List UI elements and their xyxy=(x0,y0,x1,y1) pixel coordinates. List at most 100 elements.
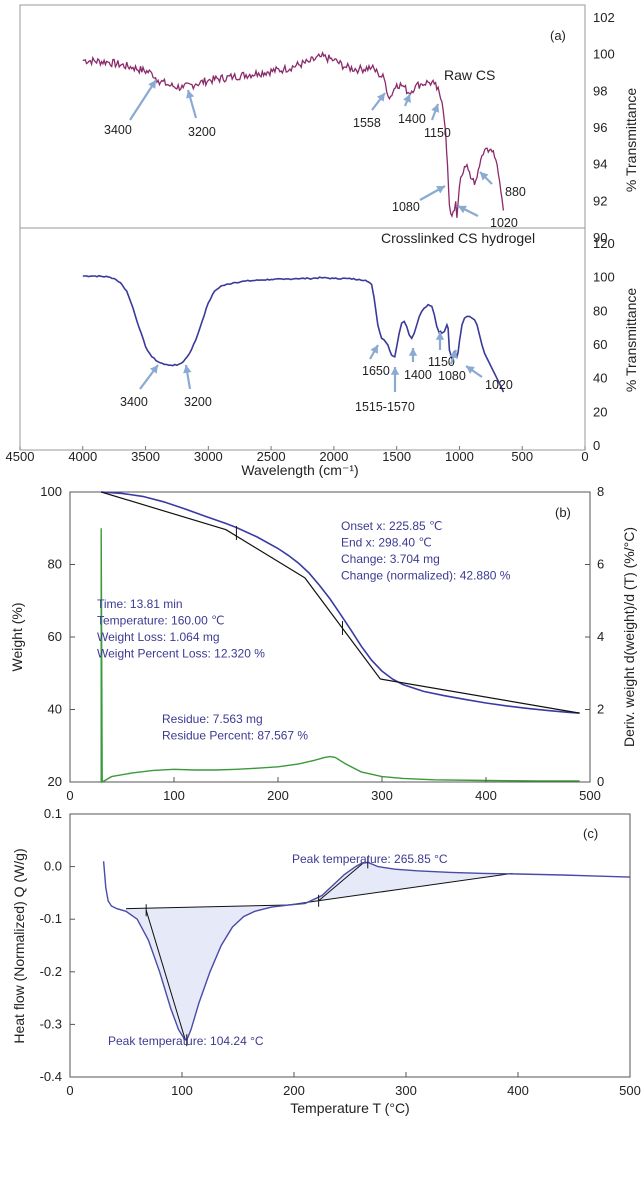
crosslinked-y-tick-0: 0 xyxy=(593,438,600,453)
raw-cs-y-tick-6: 102 xyxy=(593,10,615,25)
panel-b-y-tick-1: 40 xyxy=(48,702,62,717)
panel-a-x-tick-2: 3500 xyxy=(131,449,160,464)
tga-annotation-0-line-1: Temperature: 160.00 ℃ xyxy=(97,614,225,628)
raw-cs-plot: 90 92 94 96 98 100 102 xyxy=(82,10,615,245)
raw-cs-y-tick-5: 100 xyxy=(593,47,615,62)
panel-c-ticks: 0 100 200 300 400 500 -0.4 -0.3 -0.2 -0.1 0.0 0.1 xyxy=(40,806,641,1098)
crosslinked-line xyxy=(82,274,505,393)
peak-label-7: 1020 xyxy=(490,216,518,230)
peak-label-5: 1080 xyxy=(392,200,420,214)
weight-line xyxy=(101,491,580,714)
panel-c-y-tick-1: -0.3 xyxy=(40,1016,62,1031)
panel-b-y2-tick-1: 2 xyxy=(597,702,604,717)
peak-label-4: 1150 xyxy=(424,126,451,140)
crosslinked-series-label: Crosslinked CS hydrogel xyxy=(381,230,535,246)
panel-a-x-tick-7: 1000 xyxy=(445,449,474,464)
peak-label-10: 1650 xyxy=(362,364,390,378)
panel-c-x-tick-0: 0 xyxy=(66,1083,73,1098)
peak-arrowhead-11 xyxy=(390,367,400,375)
crosslinked-y-tick-2: 40 xyxy=(593,371,607,386)
tga-annotation-1-line-0: Onset x: 225.85 ℃ xyxy=(341,519,443,533)
panel-a-ftir: 90 92 94 96 98 100 102 0 20 40 60 80 100 120 4500 400… xyxy=(6,4,639,478)
panel-c-plot xyxy=(102,856,631,1047)
panel-c-dsc: 0 100 200 300 400 500 -0.4 -0.3 -0.2 -0.1 0.0 0.1 (… xyxy=(11,806,641,1116)
panel-c-y-tick-2: -0.2 xyxy=(40,964,62,979)
tga-annotation-1-line-3: Change (normalized): 42.880 % xyxy=(341,569,511,583)
peak-label-14: 1080 xyxy=(438,369,466,383)
dsc-tangent-line-1 xyxy=(318,862,364,902)
panel-a-x-tick-3: 3000 xyxy=(194,449,223,464)
panel-a-x-tick-8: 500 xyxy=(511,449,533,464)
raw-cs-y-tick-3: 96 xyxy=(593,120,607,135)
panel-c-x-tick-4: 400 xyxy=(507,1083,529,1098)
panel-b-y2-tick-4: 8 xyxy=(597,484,604,499)
peak-label-265: Peak temperature: 265.85 °C xyxy=(292,852,448,866)
peak-label-8: 3400 xyxy=(120,395,148,409)
panel-b-tga: 0 100 200 300 400 500 20 40 60 80 100 0 2 4 6 8 Time: 1… xyxy=(9,484,637,803)
panel-c-y-tick-0: -0.4 xyxy=(40,1069,62,1084)
panel-a-x-tick-9: 0 xyxy=(581,449,588,464)
crosslinked-y-tick-1: 20 xyxy=(593,404,607,419)
peak-arrow-0 xyxy=(129,79,157,121)
tga-tangent-line-1 xyxy=(304,577,580,714)
panel-b-y-axis-title: Weight (%) xyxy=(9,603,25,672)
tga-annotation-0-line-0: Time: 13.81 min xyxy=(97,597,183,611)
panel-c-y-axis-title: Heat flow (Normalized) Q (W/g) xyxy=(11,848,27,1043)
peak-arrowhead-1 xyxy=(186,90,195,99)
panel-b-annotations: Time: 13.81 min Temperature: 160.00 ℃ Weig… xyxy=(97,519,511,743)
tga-annotation-2-line-1: Residue Percent: 87.567 % xyxy=(162,729,308,743)
panel-a-x-tick-4: 2500 xyxy=(257,449,286,464)
panel-a-x-tick-6: 1500 xyxy=(382,449,411,464)
raw-cs-y-tick-4: 98 xyxy=(593,83,607,98)
panel-a-x-tick-5: 2000 xyxy=(319,449,348,464)
crosslinked-y-tick-6: 120 xyxy=(593,236,615,251)
tga-annotation-1-line-1: End x: 298.40 ℃ xyxy=(341,536,432,550)
panel-b-label: (b) xyxy=(555,505,571,520)
peak-label-13: 1150 xyxy=(428,355,455,369)
peak-arrowhead-9 xyxy=(183,365,192,374)
dsc-tangent-line-0 xyxy=(145,910,186,1041)
peak-arrowhead-13 xyxy=(435,332,445,340)
dsc-baseline-1 xyxy=(288,872,513,906)
peak-arrowhead-12 xyxy=(408,348,418,356)
peak-arrowhead-14 xyxy=(449,350,458,359)
peak-arrowhead-8 xyxy=(149,365,158,374)
panel-c-x-tick-1: 100 xyxy=(171,1083,193,1098)
tga-annotation-0-line-3: Weight Percent Loss: 12.320 % xyxy=(97,647,265,661)
panel-b-y2-tick-0: 0 xyxy=(597,774,604,789)
peak-arrowhead-6 xyxy=(480,172,489,181)
panel-a-bottom-y-title: % Transmittance xyxy=(623,288,639,392)
panel-c-label: (c) xyxy=(583,826,598,841)
dsc-shaded-area-0 xyxy=(126,905,289,1041)
panel-c-y-tick-4: 0.0 xyxy=(44,859,62,874)
panel-b-y-tick-0: 20 xyxy=(48,774,62,789)
raw-cs-y-tick-0: 90 xyxy=(593,230,607,245)
panel-b-x-tick-4: 400 xyxy=(475,788,497,803)
tga-annotation-0-line-2: Weight Loss: 1.064 mg xyxy=(97,630,220,644)
peak-label-12: 1400 xyxy=(404,368,432,382)
crosslinked-y-tick-4: 80 xyxy=(593,303,607,318)
peak-arrowhead-3 xyxy=(403,94,411,103)
peak-label-0: 3400 xyxy=(104,123,132,137)
peak-arrowhead-5 xyxy=(436,186,445,194)
peak-arrowhead-2 xyxy=(376,93,385,102)
peak-label-9: 3200 xyxy=(184,395,212,409)
panel-c-x-axis-title: Temperature T (°C) xyxy=(290,1100,409,1116)
panel-b-x-tick-3: 300 xyxy=(371,788,393,803)
peak-label-2: 1558 xyxy=(353,116,381,130)
panel-b-y2-axis-title: Deriv. weight d(weight)/d (T) (%/°C) xyxy=(621,527,637,747)
panel-c-x-tick-3: 300 xyxy=(395,1083,417,1098)
peak-arrowhead-10 xyxy=(370,345,378,354)
panel-b-y-tick-4: 100 xyxy=(40,484,62,499)
raw-cs-series-label: Raw CS xyxy=(444,67,495,83)
peak-arrowhead-15 xyxy=(466,366,475,374)
peak-label-3: 1400 xyxy=(398,112,426,126)
panel-a-label: (a) xyxy=(550,28,566,43)
panel-b-x-tick-0: 0 xyxy=(66,788,73,803)
crosslinked-y-tick-5: 100 xyxy=(593,270,615,285)
panel-c-y-tick-3: -0.1 xyxy=(40,911,62,926)
panel-b-x-tick-5: 500 xyxy=(579,788,601,803)
panel-b-plot xyxy=(100,491,580,784)
